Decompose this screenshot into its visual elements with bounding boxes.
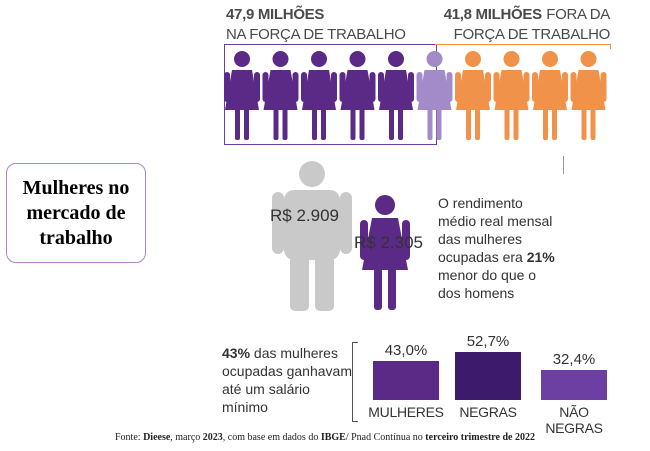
bar-chart: 43,0% MULHERES 52,7% NEGRAS 32,4% NÃO NEGRAS (355, 332, 625, 436)
income-text-6: dos homens (438, 285, 515, 301)
income-text-3: das mulheres (438, 231, 523, 247)
source-footer: Fonte: Dieese, março 2023, com base em d… (0, 432, 650, 443)
min-wage-text-2: ocupadas ganhavam (222, 363, 352, 379)
woman-in-workforce-icon (339, 51, 376, 140)
out-workforce-label-1: FORA DA (546, 6, 610, 23)
title-box: Mulheres no mercado de trabalho (6, 163, 146, 263)
footer-mid-2: , com base em dados do (222, 432, 321, 443)
income-text-2: médio real mensal (438, 213, 553, 229)
min-wage-text-3: até um salário (222, 381, 310, 397)
out-workforce-bracket (435, 44, 611, 49)
income-text-5: menor do que o (438, 267, 537, 283)
woman-in-workforce-icon (262, 51, 299, 140)
out-workforce-heading: 41,8 MILHÕES FORA DA (440, 6, 611, 24)
bar-category-label: NÃO NEGRAS (545, 404, 603, 436)
income-text-4-pre: ocupadas era (438, 249, 527, 265)
woman-in-workforce-icon (224, 51, 260, 140)
woman-in-workforce-icon (301, 51, 337, 140)
bar-value-label: 32,4% (552, 351, 596, 369)
woman-figure (360, 195, 410, 310)
footer-prefix: Fonte: (115, 432, 144, 443)
woman-out-workforce-icon (570, 51, 607, 140)
women-salary: R$ 2.305 (354, 233, 423, 252)
woman-out-workforce-icon (532, 51, 568, 140)
tick-mark (563, 156, 564, 174)
footer-source: Dieese (143, 432, 171, 443)
footer-mid-3: / Pnad Contínua no (345, 432, 426, 443)
income-gap-percent: 21% (526, 249, 555, 265)
workforce-figures (224, 51, 607, 140)
bar (541, 370, 607, 400)
min-wage-line-1: 43% das mulheres (222, 344, 352, 362)
chart-bracket (352, 342, 358, 422)
bar (373, 360, 439, 400)
bar (455, 351, 521, 400)
income-figures (272, 161, 410, 311)
in-workforce-value: 47,9 MILHÕES (226, 6, 325, 23)
footer-year: 2023 (202, 432, 223, 443)
footer-mid-1: , março (170, 432, 203, 443)
min-wage-text-4: mínimo (222, 399, 268, 415)
woman-out-workforce-icon (455, 51, 491, 140)
min-wage-text-1: das mulheres (250, 345, 338, 361)
min-wage-percent: 43% (222, 345, 251, 361)
man-figure (272, 161, 352, 311)
page-title: Mulheres no mercado de trabalho (22, 176, 130, 249)
bar-value-label: 52,7% (466, 332, 510, 350)
in-workforce-label: NA FORÇA DE TRABALHO (226, 26, 406, 43)
footer-ibge: IBGE (320, 432, 346, 443)
woman-out-workforce-icon (416, 51, 453, 140)
out-workforce-label-2: FORÇA DE TRABALHO (453, 26, 611, 43)
footer-quarter: terceiro trimestre de 2022 (425, 432, 535, 443)
men-salary: R$ 2.909 (270, 206, 339, 225)
income-text-1: O rendimento (438, 195, 523, 211)
minimum-wage-description: 43% das mulheres ocupadas ganhavam até u… (222, 344, 352, 416)
bar-category-label: MULHERES (368, 404, 444, 420)
bar-value-label: 43,0% (384, 341, 428, 359)
income-description: O rendimento médio real mensal das mulhe… (438, 194, 618, 302)
woman-out-workforce-icon (493, 51, 530, 140)
woman-in-workforce-icon (378, 51, 414, 140)
bar-category-label: NEGRAS (459, 404, 517, 420)
income-text-4: ocupadas era 21% (438, 248, 618, 266)
out-workforce-value: 41,8 MILHÕES (443, 6, 542, 23)
